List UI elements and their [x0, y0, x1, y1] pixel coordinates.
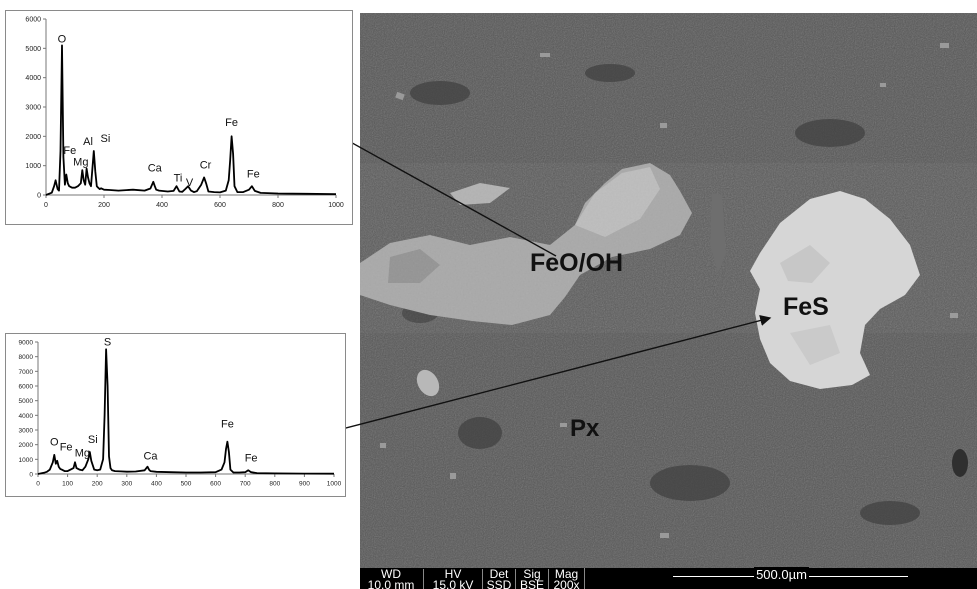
y-tick-label: 2000 — [25, 134, 41, 141]
peak-label-v: V — [186, 177, 194, 189]
databar-mag-header: Mag — [554, 567, 579, 581]
x-tick-label: 400 — [156, 202, 168, 209]
peak-label-fe: Fe — [60, 441, 73, 453]
x-tick-label: 1000 — [328, 202, 344, 209]
x-tick-label: 600 — [210, 481, 221, 488]
spectrum-line — [37, 348, 335, 475]
y-tick-label: 4000 — [19, 413, 34, 420]
peak-label-ca: Ca — [148, 162, 163, 174]
y-tick-label: 3000 — [25, 105, 41, 112]
peak-label-si: Si — [88, 434, 98, 446]
y-tick-label: 4000 — [25, 75, 41, 82]
peak-label-fe: Fe — [225, 117, 238, 129]
peak-label-o: O — [58, 33, 67, 45]
peak-label-fe: Fe — [221, 419, 234, 431]
x-tick-label: 800 — [269, 481, 280, 488]
peak-label-si: Si — [101, 133, 111, 145]
databar-wd-value: 10.0 mm — [367, 578, 415, 589]
x-tick-label: 300 — [121, 481, 132, 488]
databar-det-value: SSD — [486, 578, 512, 589]
x-tick-label: 500 — [181, 481, 192, 488]
eds-chart-1: 0 1000 2000 3000 4000 5000 6000 0 200 400 600 800 10… — [25, 17, 344, 210]
label-feo-oh: FeO/OH — [530, 249, 624, 277]
eds-spectrum-feo-oh: 0 1000 2000 3000 4000 5000 6000 0 200 400 600 800 10… — [5, 10, 353, 225]
databar-wd: WD 10.0 mm — [360, 567, 422, 589]
databar-mag-value: 200x — [553, 578, 580, 589]
x-tick-label: 0 — [36, 481, 40, 488]
sem-micrograph: FeO/OH FeS Px WD 10.0 mm HV 15.0 kV Det … — [360, 13, 977, 589]
eds-chart-2: 0 1000 2000 3000 4000 5000 6000 7000 8000 9000 0 10… — [19, 337, 342, 488]
x-tick-label: 1000 — [327, 481, 342, 488]
databar-det: Det SSD — [482, 567, 515, 589]
peak-label-ti: Ti — [174, 173, 183, 185]
y-tick-label: 1000 — [25, 163, 41, 170]
databar-sig-header: Sig — [523, 567, 541, 581]
label-fes: FeS — [783, 293, 829, 321]
y-tick-label: 0 — [37, 193, 41, 200]
label-px: Px — [570, 415, 600, 442]
y-tick-label: 5000 — [19, 398, 34, 405]
spectrum-line — [45, 44, 337, 196]
fes-grain — [750, 191, 920, 389]
databar-det-header: Det — [489, 567, 509, 581]
databar-sig: Sig BSE — [515, 567, 548, 589]
y-tick-label: 0 — [29, 472, 33, 479]
peak-label-ca: Ca — [143, 450, 158, 462]
y-tick-label: 5000 — [25, 46, 41, 53]
peak-label-o: O — [50, 436, 59, 448]
databar-mag: Mag 200x — [548, 567, 584, 589]
y-tick-label: 2000 — [19, 442, 34, 449]
x-tick-label: 600 — [214, 202, 226, 209]
needle-inclusion — [710, 193, 726, 273]
x-tick-label: 800 — [272, 202, 284, 209]
x-tick-label: 200 — [92, 481, 103, 488]
scale-bar-label: 500.0µm — [754, 567, 809, 582]
peak-label-cr: Cr — [200, 160, 212, 172]
peak-label-al: Al — [83, 136, 93, 148]
sem-databar: WD 10.0 mm HV 15.0 kV Det SSD Sig BSE Ma… — [360, 567, 977, 589]
x-tick-label: 0 — [44, 202, 48, 209]
databar-hv-header: HV — [444, 567, 462, 581]
peak-label-s: S — [104, 337, 111, 349]
y-tick-label: 3000 — [19, 428, 34, 435]
y-tick-label: 1000 — [19, 457, 34, 464]
peak-label-mg: Mg — [73, 157, 88, 169]
x-tick-label: 900 — [299, 481, 310, 488]
databar-hv-value: 15.0 kV — [432, 578, 474, 589]
x-tick-label: 400 — [151, 481, 162, 488]
y-tick-label: 6000 — [19, 384, 34, 391]
peak-label-fe: Fe — [63, 145, 76, 157]
eds-spectrum-fes: 0 1000 2000 3000 4000 5000 6000 7000 8000 9000 0 10… — [5, 333, 346, 497]
peak-label-fe: Fe — [245, 452, 258, 464]
databar-wd-header: WD — [381, 567, 401, 581]
x-tick-label: 100 — [62, 481, 73, 488]
x-tick-label: 200 — [98, 202, 110, 209]
databar-hv: HV 15.0 kV — [423, 567, 482, 589]
y-tick-label: 7000 — [19, 369, 34, 376]
dark-pit — [952, 449, 968, 477]
sem-image-texture — [360, 13, 977, 589]
databar-sig-value: BSE — [519, 578, 544, 589]
peak-label-fe: Fe — [247, 168, 260, 180]
scale-bar: 500.0µm — [584, 567, 977, 589]
y-tick-label: 6000 — [25, 17, 41, 24]
x-tick-label: 700 — [240, 481, 251, 488]
y-tick-label: 9000 — [19, 340, 34, 347]
y-tick-label: 8000 — [19, 354, 34, 361]
peak-label-mg: Mg — [75, 447, 90, 459]
